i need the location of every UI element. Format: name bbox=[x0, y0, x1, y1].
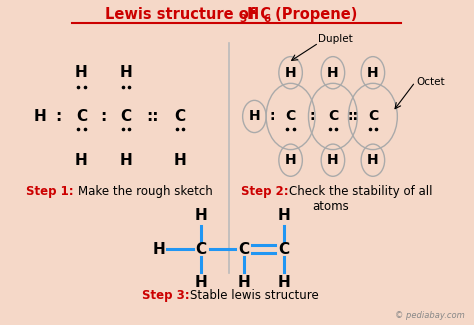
Text: Duplet: Duplet bbox=[318, 34, 353, 44]
Text: C: C bbox=[196, 241, 207, 256]
Text: H: H bbox=[248, 110, 260, 124]
Text: Step 1:: Step 1: bbox=[26, 185, 73, 198]
Text: C: C bbox=[174, 109, 186, 124]
Text: H: H bbox=[153, 241, 165, 256]
Text: Octet: Octet bbox=[416, 77, 445, 87]
Text: H: H bbox=[367, 153, 379, 167]
Text: H: H bbox=[277, 275, 290, 290]
Text: C: C bbox=[328, 110, 338, 124]
Text: 6: 6 bbox=[264, 14, 271, 24]
Text: H: H bbox=[367, 66, 379, 80]
Text: C: C bbox=[278, 241, 289, 256]
Text: H: H bbox=[237, 275, 250, 290]
Text: H: H bbox=[277, 208, 290, 223]
Text: atoms: atoms bbox=[313, 200, 349, 213]
Text: Step 2:: Step 2: bbox=[241, 185, 289, 198]
Text: H: H bbox=[247, 7, 259, 22]
Text: Check the stability of all: Check the stability of all bbox=[289, 185, 433, 198]
Text: H: H bbox=[195, 208, 208, 223]
Text: H: H bbox=[285, 66, 296, 80]
Text: H: H bbox=[327, 66, 339, 80]
Text: ::: :: bbox=[347, 110, 358, 124]
Text: C: C bbox=[120, 109, 132, 124]
Text: :: : bbox=[270, 110, 275, 124]
Text: (Propene): (Propene) bbox=[270, 7, 358, 22]
Text: Step 3:: Step 3: bbox=[143, 290, 190, 303]
Text: © pediabay.com: © pediabay.com bbox=[395, 311, 465, 320]
Text: Stable lewis structure: Stable lewis structure bbox=[191, 290, 319, 303]
Text: H: H bbox=[34, 109, 46, 124]
Text: C: C bbox=[76, 109, 87, 124]
Text: H: H bbox=[327, 153, 339, 167]
Text: :: : bbox=[309, 110, 315, 124]
Text: ::: :: bbox=[146, 109, 159, 124]
Text: H: H bbox=[195, 275, 208, 290]
Text: :: : bbox=[55, 109, 62, 124]
Text: H: H bbox=[75, 153, 88, 168]
Text: C: C bbox=[238, 241, 249, 256]
Text: Make the rough sketch: Make the rough sketch bbox=[78, 185, 212, 198]
Text: H: H bbox=[119, 153, 132, 168]
Text: :: : bbox=[100, 109, 107, 124]
Text: C: C bbox=[368, 110, 378, 124]
Text: H: H bbox=[173, 153, 186, 168]
Text: H: H bbox=[119, 65, 132, 80]
Text: Lewis structure of C: Lewis structure of C bbox=[105, 7, 271, 22]
Text: 3: 3 bbox=[239, 14, 246, 24]
Text: C: C bbox=[285, 110, 296, 124]
Text: H: H bbox=[285, 153, 296, 167]
Text: H: H bbox=[75, 65, 88, 80]
